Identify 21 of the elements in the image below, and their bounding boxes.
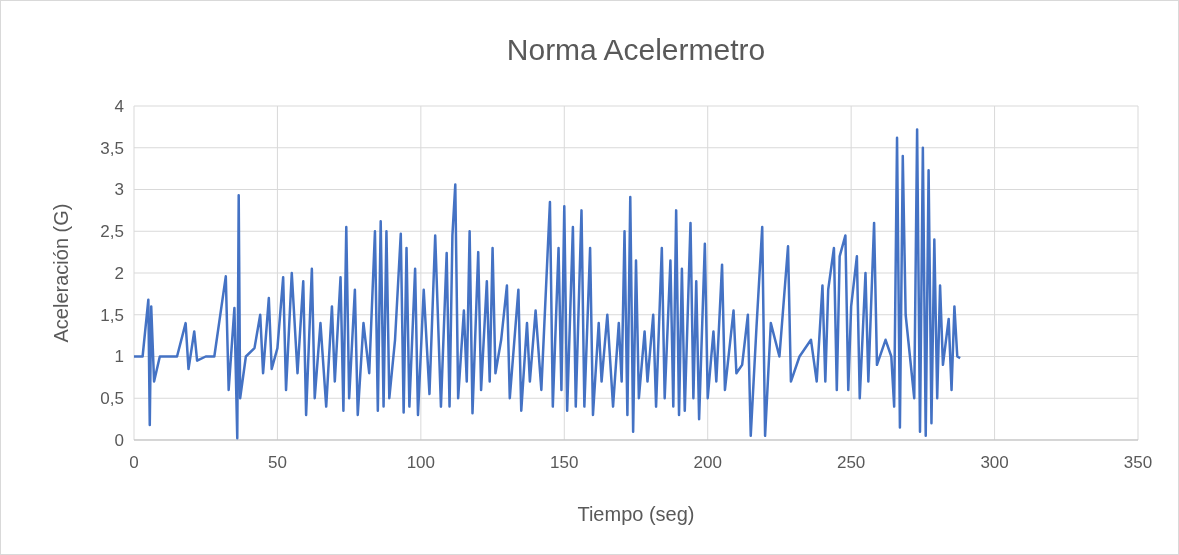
x-tick-label: 200 [693, 453, 722, 472]
y-tick-label: 0 [114, 430, 124, 450]
y-tick-label: 2 [114, 263, 124, 283]
y-tick-label: 4 [114, 96, 124, 116]
x-tick-label: 250 [836, 453, 866, 472]
x-tick-label: 50 [267, 453, 287, 472]
y-tick-label: 1 [114, 347, 124, 367]
x-axis-title: Tiempo (seg) [577, 503, 695, 525]
x-tick-label: 350 [1123, 453, 1153, 472]
x-tick-label: 300 [980, 453, 1009, 472]
x-tick-label: 100 [406, 453, 436, 472]
y-axis-title: Aceleración (G) [50, 203, 72, 343]
y-tick-label: 3 [114, 180, 124, 200]
x-tick-label: 0 [129, 453, 139, 472]
y-tick-label: 0,5 [100, 389, 124, 409]
y-tick-label: 2,5 [100, 222, 124, 242]
y-tick-label: 1,5 [100, 305, 124, 325]
chart-title: Norma Acelermetro [506, 33, 766, 66]
x-tick-label: 150 [550, 453, 579, 472]
line-series [132, 128, 962, 440]
y-tick-label: 3,5 [100, 138, 124, 158]
